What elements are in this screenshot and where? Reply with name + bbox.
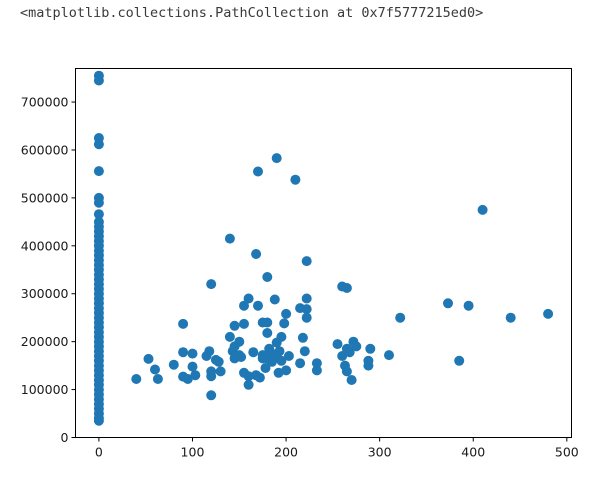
scatter-point	[253, 300, 263, 311]
scatter-point	[283, 351, 294, 361]
scatter-point	[206, 366, 217, 377]
scatter-point	[178, 347, 189, 358]
scatter-point	[248, 347, 259, 358]
scatter-point	[260, 363, 271, 373]
scatter-point	[93, 75, 104, 86]
scatter-point	[273, 367, 284, 378]
scatter-point	[93, 166, 104, 177]
scatter-point	[262, 317, 273, 328]
scatter-point	[344, 347, 355, 358]
scatter-point	[332, 339, 343, 350]
scatter-point	[269, 294, 280, 305]
x-tick-label: 400	[461, 445, 485, 460]
scatter-point	[365, 343, 376, 354]
y-tick-label: 400000	[21, 238, 69, 253]
scatter-point	[243, 293, 254, 304]
scatter-point	[236, 352, 247, 362]
scatter-point	[346, 375, 357, 385]
scatter-point	[143, 353, 154, 364]
scatter-point	[274, 346, 285, 357]
scatter-point	[152, 374, 163, 384]
scatter-point	[281, 365, 292, 376]
scatter-point	[505, 312, 516, 323]
scatter-point	[395, 312, 406, 323]
scatter-point	[543, 308, 554, 319]
scatter-point	[290, 174, 301, 185]
scatter-point	[271, 153, 282, 164]
scatter-point	[243, 371, 254, 382]
scatter-point	[351, 341, 362, 352]
scatter-point	[281, 308, 292, 319]
x-tick-label: 200	[274, 445, 298, 460]
scatter-point	[301, 256, 312, 267]
scatter-point	[213, 356, 224, 367]
scatter-point	[178, 318, 189, 329]
scatter-point	[301, 293, 312, 304]
scatter-point	[477, 204, 488, 215]
x-tick-label: 100	[181, 445, 205, 460]
scatter-point	[253, 166, 263, 177]
scatter-point	[463, 300, 474, 311]
scatter-point	[239, 318, 249, 329]
scatter-point	[206, 279, 217, 290]
y-axis: 0 100000 200000 300000 400000 500000 600000 700…	[21, 95, 76, 445]
scatter-point	[384, 350, 394, 361]
scatter-point	[276, 331, 287, 342]
scatter-point	[234, 336, 245, 347]
scatter-point	[299, 346, 310, 357]
points-layer	[93, 70, 554, 426]
plot-area-frame	[75, 68, 572, 438]
output-repr-text: <matplotlib.collections.PathCollection a…	[20, 5, 484, 21]
scatter-point	[168, 359, 179, 370]
scatter-point	[190, 370, 201, 381]
scatter-point	[224, 233, 235, 244]
x-tick-label: 500	[555, 445, 579, 460]
scatter-point	[454, 355, 465, 366]
scatter-point	[297, 332, 308, 343]
scatter-point	[243, 379, 254, 390]
scatter-point	[279, 318, 290, 329]
scatter-point	[224, 331, 235, 342]
scatter-point	[93, 415, 104, 426]
scatter-point	[182, 374, 193, 384]
scatter-point	[363, 360, 374, 371]
scatter-point	[341, 283, 352, 293]
scatter-point	[295, 358, 306, 369]
scatter-point	[131, 374, 142, 384]
x-tick-label: 300	[368, 445, 392, 460]
scatter-point	[229, 320, 240, 331]
y-tick-label: 0	[61, 430, 69, 445]
scatter-point	[215, 366, 226, 377]
scatter-point	[254, 372, 265, 383]
scatter-point	[206, 390, 217, 401]
scatter-point	[251, 249, 262, 259]
y-tick-label: 500000	[21, 190, 69, 205]
x-axis: 0 100 200 300 400 500	[95, 437, 579, 460]
y-tick-label: 100000	[21, 382, 69, 397]
scatter-point	[311, 365, 322, 376]
y-tick-label: 600000	[21, 142, 69, 157]
scatter-point	[93, 209, 104, 220]
scatter-point	[93, 139, 104, 150]
scatter-point	[187, 361, 198, 372]
scatter-point	[301, 312, 312, 323]
scatter-point	[262, 328, 273, 338]
y-tick-label: 300000	[21, 286, 69, 301]
x-tick-label: 0	[95, 445, 103, 460]
scatter-point	[276, 355, 287, 366]
scatter-point	[187, 348, 198, 359]
scatter-point	[239, 300, 249, 311]
y-tick-label: 700000	[21, 95, 69, 110]
scatter-point	[311, 358, 322, 369]
scatter-point	[341, 366, 352, 377]
scatter-point	[262, 272, 273, 282]
scatter-point	[301, 304, 312, 315]
scatter-point	[204, 346, 215, 357]
scatter-point	[93, 197, 104, 208]
scatter-point	[150, 364, 160, 375]
scatter-point	[337, 351, 348, 361]
scatter-point	[443, 298, 453, 309]
y-tick-label: 200000	[21, 334, 69, 349]
